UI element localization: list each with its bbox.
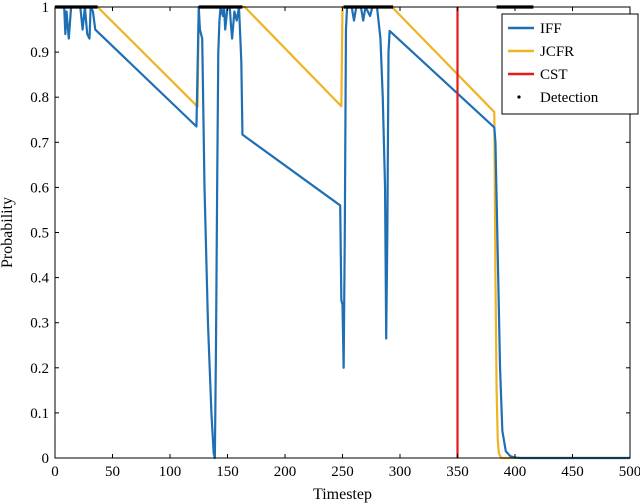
y-axis-title: Probability	[0, 197, 16, 268]
y-tick-label: 0.1	[30, 406, 49, 422]
x-axis-title: Timestep	[313, 486, 372, 503]
x-tick-label: 50	[105, 464, 120, 480]
legend-label-cst: CST	[540, 67, 568, 83]
y-tick-label: 0.9	[30, 45, 49, 61]
y-tick-label: 0.5	[30, 226, 49, 242]
legend-box	[501, 13, 639, 115]
legend-swatch-detection	[517, 95, 521, 99]
x-tick-label: 300	[389, 464, 412, 480]
y-tick-label: 0.4	[30, 271, 49, 287]
y-tick-label: 0	[42, 451, 50, 467]
x-tick-label: 0	[51, 464, 59, 480]
x-tick-label: 500	[619, 464, 640, 480]
y-tick-label: 0.6	[30, 180, 49, 196]
legend-label-jcfr: JCFR	[540, 44, 574, 60]
y-tick-label: 0.3	[30, 316, 49, 332]
y-tick-label: 1	[42, 0, 50, 16]
axes: 0 50 100 150 200 250 300 350 400 450 500 0 0.1 0.2 0.3…	[30, 0, 640, 480]
x-tick-label: 250	[331, 464, 354, 480]
x-tick-label: 100	[159, 464, 182, 480]
legend-label-iff: IFF	[540, 21, 562, 37]
x-tick-label: 200	[274, 464, 297, 480]
x-tick-label: 150	[216, 464, 239, 480]
x-tick-label: 450	[561, 464, 584, 480]
legend-label-detection: Detection	[540, 90, 599, 106]
y-tick-label: 0.8	[30, 90, 49, 106]
x-tick-label: 350	[446, 464, 469, 480]
y-tick-label: 0.7	[30, 135, 49, 151]
legend: IFF JCFR CST Detection	[501, 13, 639, 115]
x-tick-label: 400	[504, 464, 527, 480]
series-line-iff	[55, 5, 630, 460]
y-tick-label: 0.2	[30, 361, 49, 377]
